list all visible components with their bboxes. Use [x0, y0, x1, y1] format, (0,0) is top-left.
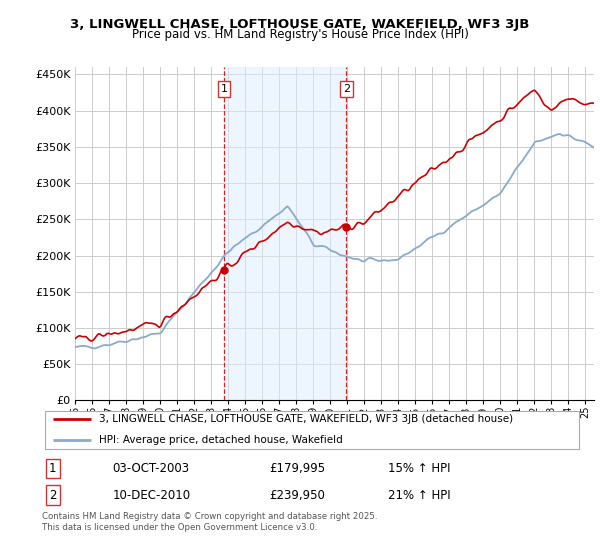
Text: 2: 2 — [49, 488, 56, 502]
Text: HPI: Average price, detached house, Wakefield: HPI: Average price, detached house, Wake… — [98, 435, 343, 445]
Text: Price paid vs. HM Land Registry's House Price Index (HPI): Price paid vs. HM Land Registry's House … — [131, 28, 469, 41]
Text: 15% ↑ HPI: 15% ↑ HPI — [388, 462, 450, 475]
Text: 1: 1 — [220, 84, 227, 94]
Text: 10-DEC-2010: 10-DEC-2010 — [112, 488, 190, 502]
Text: Contains HM Land Registry data © Crown copyright and database right 2025.
This d: Contains HM Land Registry data © Crown c… — [42, 512, 377, 532]
Bar — [224, 67, 346, 400]
Text: 03-OCT-2003: 03-OCT-2003 — [112, 462, 190, 475]
Text: £239,950: £239,950 — [269, 488, 325, 502]
Text: 3, LINGWELL CHASE, LOFTHOUSE GATE, WAKEFIELD, WF3 3JB (detached house): 3, LINGWELL CHASE, LOFTHOUSE GATE, WAKEF… — [98, 414, 513, 424]
Text: 3, LINGWELL CHASE, LOFTHOUSE GATE, WAKEFIELD, WF3 3JB: 3, LINGWELL CHASE, LOFTHOUSE GATE, WAKEF… — [70, 18, 530, 31]
Text: 1: 1 — [49, 462, 56, 475]
FancyBboxPatch shape — [45, 411, 580, 449]
Text: 2: 2 — [343, 84, 350, 94]
Text: £179,995: £179,995 — [269, 462, 325, 475]
Text: 21% ↑ HPI: 21% ↑ HPI — [388, 488, 450, 502]
